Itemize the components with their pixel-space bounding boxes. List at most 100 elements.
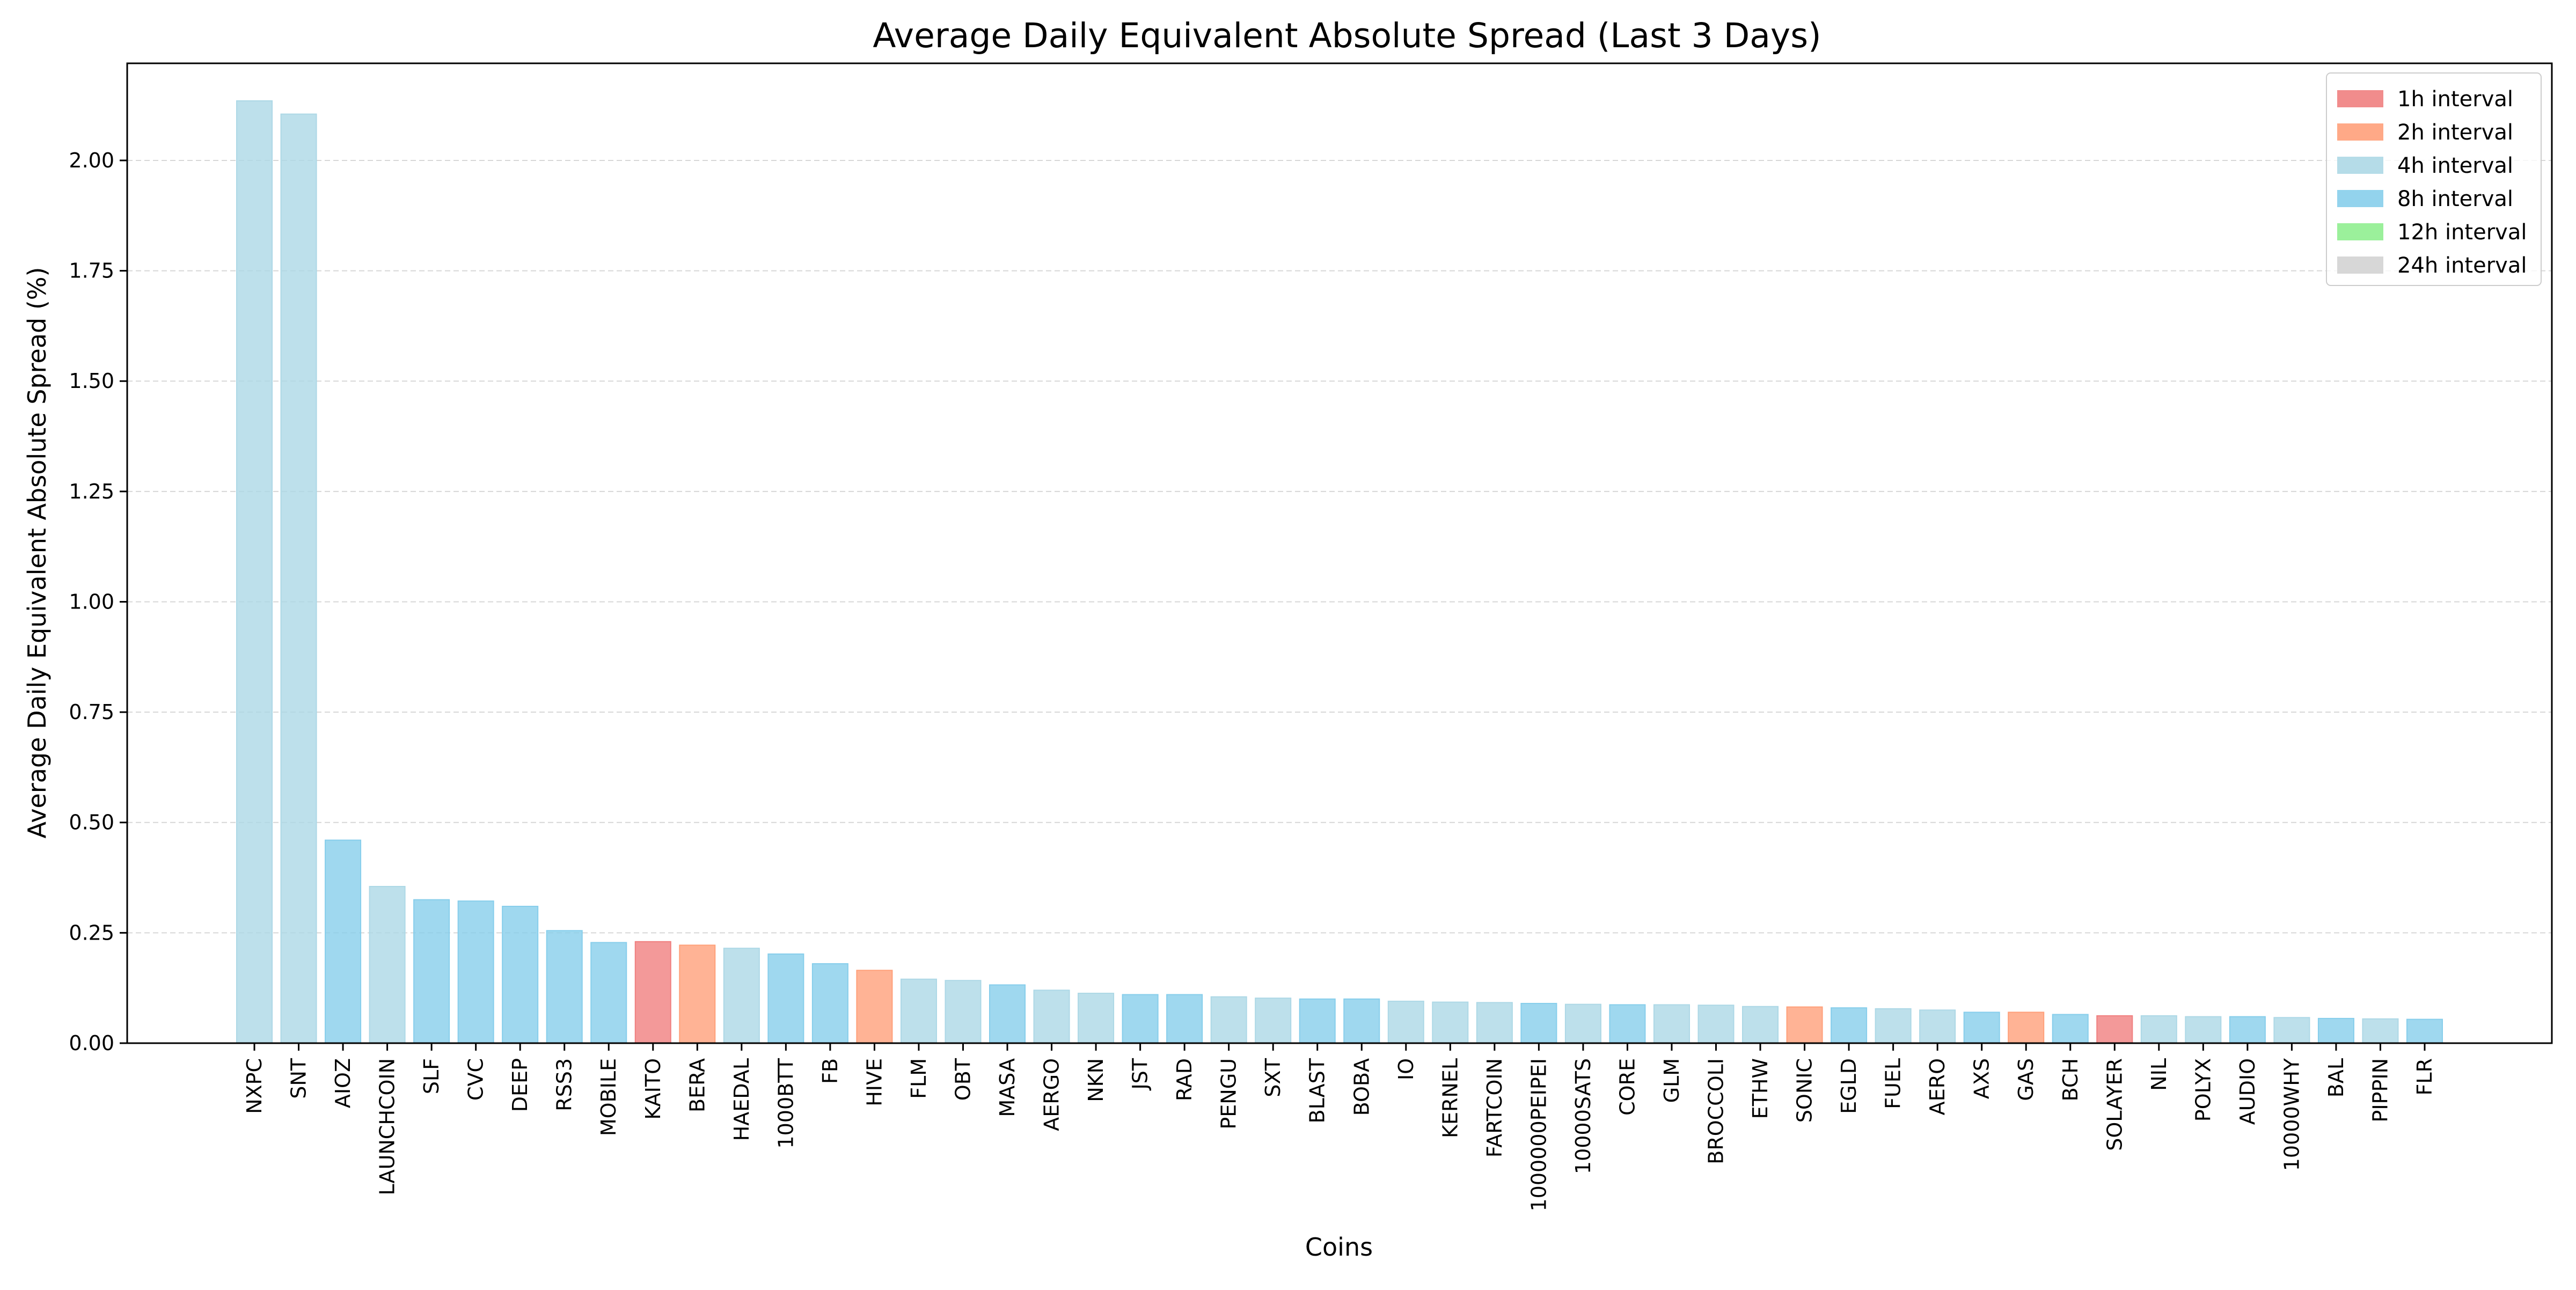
x-tick-label: 1000BTT <box>774 1058 797 1148</box>
x-tick-label: SONIC <box>1793 1058 1817 1123</box>
chart-title: Average Daily Equivalent Absolute Spread… <box>873 16 1821 55</box>
bar-aero <box>1919 1009 1956 1044</box>
x-tick-label: SOLAYER <box>2103 1058 2126 1151</box>
legend-label: 1h interval <box>2397 87 2513 112</box>
bar-obt <box>945 980 982 1044</box>
legend-label: 2h interval <box>2397 120 2513 145</box>
bar-rad <box>1166 994 1203 1044</box>
ticks-layer: 0.00 0.25 0.50 0.75 1.00 1.25 1.50 1.75 2.00 <box>69 149 2426 1055</box>
bar-cvc <box>457 900 494 1044</box>
x-tick-label: GAS <box>2014 1058 2038 1101</box>
bar-axs <box>1963 1012 2000 1044</box>
bar-nkn <box>1078 993 1115 1044</box>
bar-kaito <box>634 941 671 1044</box>
bar-io <box>1387 1000 1424 1044</box>
x-tick-label: BROCCOLI <box>1704 1058 1728 1164</box>
x-tick-label: IO <box>1394 1058 1418 1080</box>
bar-fuel <box>1875 1008 1912 1044</box>
x-tick-label: HIVE <box>862 1058 886 1106</box>
bar-fb <box>811 963 848 1044</box>
x-tick-label: FB <box>818 1058 842 1084</box>
x-tick-label: MOBILE <box>597 1058 620 1136</box>
x-tick-label: RAD <box>1173 1058 1196 1101</box>
x-tick-label: NKN <box>1084 1058 1108 1102</box>
bar-jst <box>1122 994 1159 1044</box>
bar-bal <box>2317 1017 2354 1044</box>
x-tick-label: AXS <box>1970 1058 1994 1099</box>
x-tick-label: AUDIO <box>2236 1058 2259 1125</box>
legend-swatch <box>2337 223 2383 240</box>
y-tick-label: 1.25 <box>69 480 114 503</box>
x-tick-label: POLYX <box>2191 1058 2215 1122</box>
x-tick-label: AIOZ <box>331 1058 355 1108</box>
bar-boba <box>1343 998 1380 1044</box>
bar-rss3 <box>546 930 583 1044</box>
category-labels: NXPC SNT AIOZ LAUNCHCOIN SLF CVC DEEP RSS3 MOBIL… <box>243 1058 2436 1211</box>
legend: 1h interval 2h interval 4h interval 8h inte… <box>2326 72 2542 286</box>
x-tick-label: BOBA <box>1350 1058 1373 1116</box>
bar-slf <box>413 899 450 1044</box>
y-tick-label: 0.00 <box>69 1031 114 1055</box>
x-tick-label: OBT <box>951 1058 975 1101</box>
bar-snt <box>280 113 317 1044</box>
x-tick-label: CVC <box>464 1058 488 1101</box>
bar-1000btt <box>767 953 804 1044</box>
x-tick-label: LAUNCHCOIN <box>376 1058 399 1195</box>
x-tick-label: GLM <box>1660 1058 1684 1103</box>
x-tick-label: NIL <box>2147 1058 2171 1091</box>
bar-pengu <box>1210 996 1247 1044</box>
bar-aioz <box>325 839 362 1044</box>
legend-label: 12h interval <box>2397 220 2527 245</box>
bar-haedal <box>723 948 760 1044</box>
x-tick-label: EGLD <box>1837 1058 1861 1114</box>
legend-swatch <box>2337 256 2383 274</box>
x-tick-label: BCH <box>2059 1058 2082 1102</box>
y-tick-label: 0.25 <box>69 921 114 944</box>
bar-deep <box>502 906 539 1044</box>
bar-solayer <box>2096 1015 2133 1044</box>
x-tick-label: AERO <box>1926 1058 1949 1115</box>
x-tick-label: HAEDAL <box>730 1058 753 1141</box>
x-tick-label: BERA <box>685 1058 709 1112</box>
bar-gas <box>2008 1012 2045 1044</box>
bar-launchcoin <box>369 886 406 1044</box>
bar-core <box>1609 1004 1646 1044</box>
x-tick-label: PIPPIN <box>2368 1058 2392 1123</box>
bar-sxt <box>1255 998 1292 1044</box>
x-tick-label: AERGO <box>1040 1058 1064 1131</box>
x-tick-label: RSS3 <box>553 1058 576 1111</box>
bar-hive <box>856 970 893 1044</box>
bar-audio <box>2229 1016 2266 1044</box>
x-tick-label: SLF <box>420 1058 443 1094</box>
bar-broccoli <box>1697 1005 1735 1044</box>
bar-pippin <box>2362 1018 2399 1044</box>
x-tick-label: NXPC <box>243 1058 266 1114</box>
legend-swatch <box>2337 157 2383 174</box>
x-tick-label: 1000000PEIPEI <box>1527 1058 1550 1212</box>
bar-flm <box>900 978 937 1044</box>
x-tick-label: PENGU <box>1217 1058 1241 1130</box>
bar-aergo <box>1033 990 1070 1044</box>
x-tick-label: ETHW <box>1748 1058 1772 1119</box>
x-tick-label: 10000SATS <box>1571 1058 1595 1174</box>
x-tick-label: SXT <box>1261 1058 1285 1097</box>
x-tick-label: MASA <box>996 1058 1019 1117</box>
x-tick-label: FUEL <box>1882 1058 1905 1109</box>
x-tick-label: CORE <box>1615 1058 1639 1116</box>
x-tick-label: SNT <box>287 1058 311 1099</box>
bar-bch <box>2052 1014 2089 1044</box>
x-tick-label: BLAST <box>1306 1058 1329 1123</box>
bar-flr <box>2406 1018 2443 1044</box>
bar-10000sats <box>1564 1003 1601 1044</box>
bar-1000000peipei <box>1520 1002 1557 1044</box>
y-tick-label: 0.50 <box>69 811 114 834</box>
bar-10000why <box>2273 1017 2310 1044</box>
legend-swatch <box>2337 190 2383 207</box>
legend-swatch <box>2337 90 2383 107</box>
bar-nxpc <box>236 100 273 1044</box>
x-tick-label: KAITO <box>641 1058 665 1120</box>
x-tick-label: FARTCOIN <box>1483 1058 1506 1157</box>
bar-nil <box>2140 1015 2177 1044</box>
